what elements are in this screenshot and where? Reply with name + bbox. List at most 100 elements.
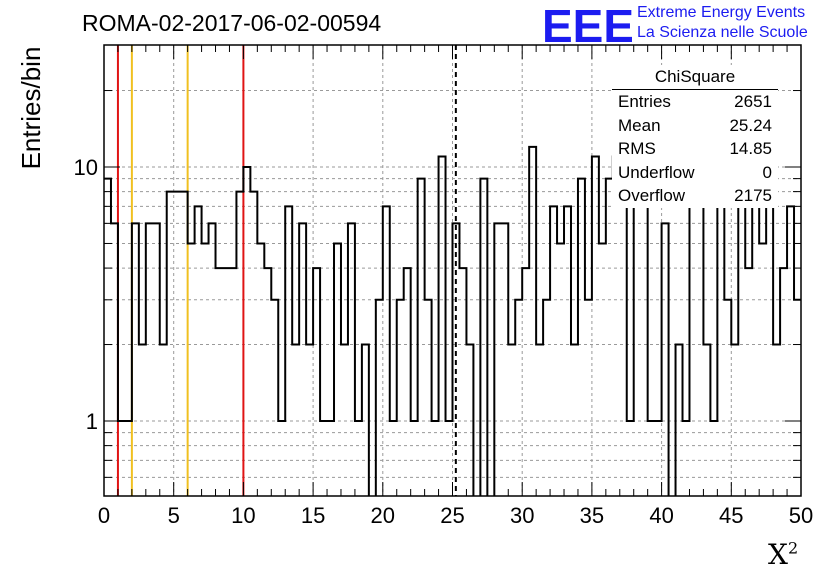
x-tick-label: 50 xyxy=(789,503,813,528)
histogram-bin xyxy=(508,345,515,496)
stats-label: Underflow xyxy=(618,162,695,182)
x-tick-label: 15 xyxy=(301,503,325,528)
histogram-bin xyxy=(745,268,752,496)
histogram-bin xyxy=(104,179,111,496)
x-tick-label: 0 xyxy=(98,503,110,528)
y-tick-label: 10 xyxy=(74,155,98,180)
x-tick-label: 35 xyxy=(580,503,604,528)
histogram-bin xyxy=(383,206,390,496)
y-axis-label: Entries/bin xyxy=(16,46,46,170)
histogram-bin xyxy=(264,268,271,496)
histogram-bin xyxy=(585,300,592,496)
histogram-bin xyxy=(794,300,801,496)
histogram-bin xyxy=(439,156,446,496)
histogram-bin xyxy=(501,223,508,496)
histogram-bin xyxy=(752,206,759,496)
histogram-bin xyxy=(620,192,627,496)
stats-row-overflow: Overflow 2175 xyxy=(612,184,778,208)
histogram-step-line xyxy=(104,145,801,496)
stats-row-entries: Entries 2651 xyxy=(612,90,778,114)
eee-logo: EEE xyxy=(542,2,632,46)
histogram-bin xyxy=(766,179,773,496)
stats-label: RMS xyxy=(618,139,656,158)
run-title: ROMA-02-2017-06-02-00594 xyxy=(82,10,382,36)
histogram-bin xyxy=(348,223,355,496)
histogram-bin xyxy=(299,223,306,496)
stats-label: Entries xyxy=(618,92,671,111)
histogram-bin xyxy=(111,223,118,496)
histogram-bin xyxy=(341,345,348,496)
histogram-bin xyxy=(515,300,522,496)
histogram-bin xyxy=(494,223,501,496)
stats-value: 2175 xyxy=(734,186,772,205)
histogram-bin xyxy=(578,179,585,496)
stats-value: 0 xyxy=(762,162,772,182)
histogram-bin xyxy=(634,179,641,496)
histogram-bin xyxy=(571,345,578,496)
histogram-bin xyxy=(522,268,529,496)
histogram-bin xyxy=(167,192,174,496)
x-axis-label-sup: 2 xyxy=(787,538,799,558)
histogram-bin xyxy=(146,223,153,496)
stats-value: 2651 xyxy=(734,92,772,111)
eee-logo-text: EEE xyxy=(542,2,632,46)
histogram-bin xyxy=(257,243,264,496)
histogram-bin xyxy=(334,243,341,496)
y-tick-label: 1 xyxy=(86,409,98,434)
histogram-bin xyxy=(209,223,216,496)
stats-box: ChiSquare Entries 2651 Mean 25.24 RMS 14.85… xyxy=(612,65,778,208)
histogram-bin xyxy=(703,345,710,496)
histogram-bin xyxy=(592,156,599,496)
logo-line-1: Extreme Energy Events xyxy=(637,4,806,21)
stats-value: 25.24 xyxy=(729,115,772,135)
histogram-bin xyxy=(181,192,188,496)
histogram-bin xyxy=(292,345,299,496)
histogram-bin xyxy=(139,345,146,496)
histogram-bin xyxy=(759,243,766,496)
histogram-bin xyxy=(425,300,432,496)
histogram-bin xyxy=(724,300,731,496)
logo-line-2: La Scienza nelle Scuole xyxy=(637,24,808,41)
histogram-bin xyxy=(132,223,139,496)
x-tick-label: 45 xyxy=(719,503,743,528)
histogram-bin xyxy=(550,206,557,496)
stats-title: ChiSquare xyxy=(612,65,778,90)
stats-row-underflow: Underflow 0 xyxy=(612,161,778,185)
histogram-bin xyxy=(153,223,160,496)
x-tick-label: 5 xyxy=(168,503,180,528)
histogram-bin xyxy=(459,268,466,496)
x-axis-label: X2 xyxy=(768,538,798,571)
histogram-bin xyxy=(773,345,780,496)
histogram-bin xyxy=(202,243,209,496)
histogram-bin xyxy=(362,345,369,496)
histogram-bin xyxy=(543,300,550,496)
histogram-bin xyxy=(313,268,320,496)
histogram-bin xyxy=(606,179,613,496)
histogram-bin xyxy=(466,345,473,496)
histogram-bin xyxy=(418,179,425,496)
histogram-bin xyxy=(731,345,738,496)
x-tick-label: 10 xyxy=(231,503,255,528)
histogram-bin xyxy=(160,345,167,496)
histogram-bin xyxy=(188,243,195,496)
histogram-bin xyxy=(397,300,404,496)
histogram-bin xyxy=(404,268,411,496)
histogram-bin xyxy=(480,179,487,496)
histogram-bin xyxy=(285,206,292,496)
histogram-bin xyxy=(222,268,229,496)
stats-row-rms: RMS 14.85 xyxy=(612,137,778,161)
stats-value: 14.85 xyxy=(729,139,772,158)
stats-row-mean: Mean 25.24 xyxy=(612,114,778,138)
histogram-bin xyxy=(216,268,223,496)
histogram-bin xyxy=(236,192,243,496)
histogram-bin xyxy=(689,179,696,496)
stats-label: Mean xyxy=(618,115,661,135)
histogram-bin xyxy=(195,206,202,496)
histogram-bin xyxy=(780,268,787,496)
x-tick-label: 30 xyxy=(510,503,534,528)
histogram-bin xyxy=(250,192,257,496)
histogram-bin xyxy=(529,147,536,496)
histogram-bin xyxy=(306,345,313,496)
histogram-bin xyxy=(676,345,683,496)
